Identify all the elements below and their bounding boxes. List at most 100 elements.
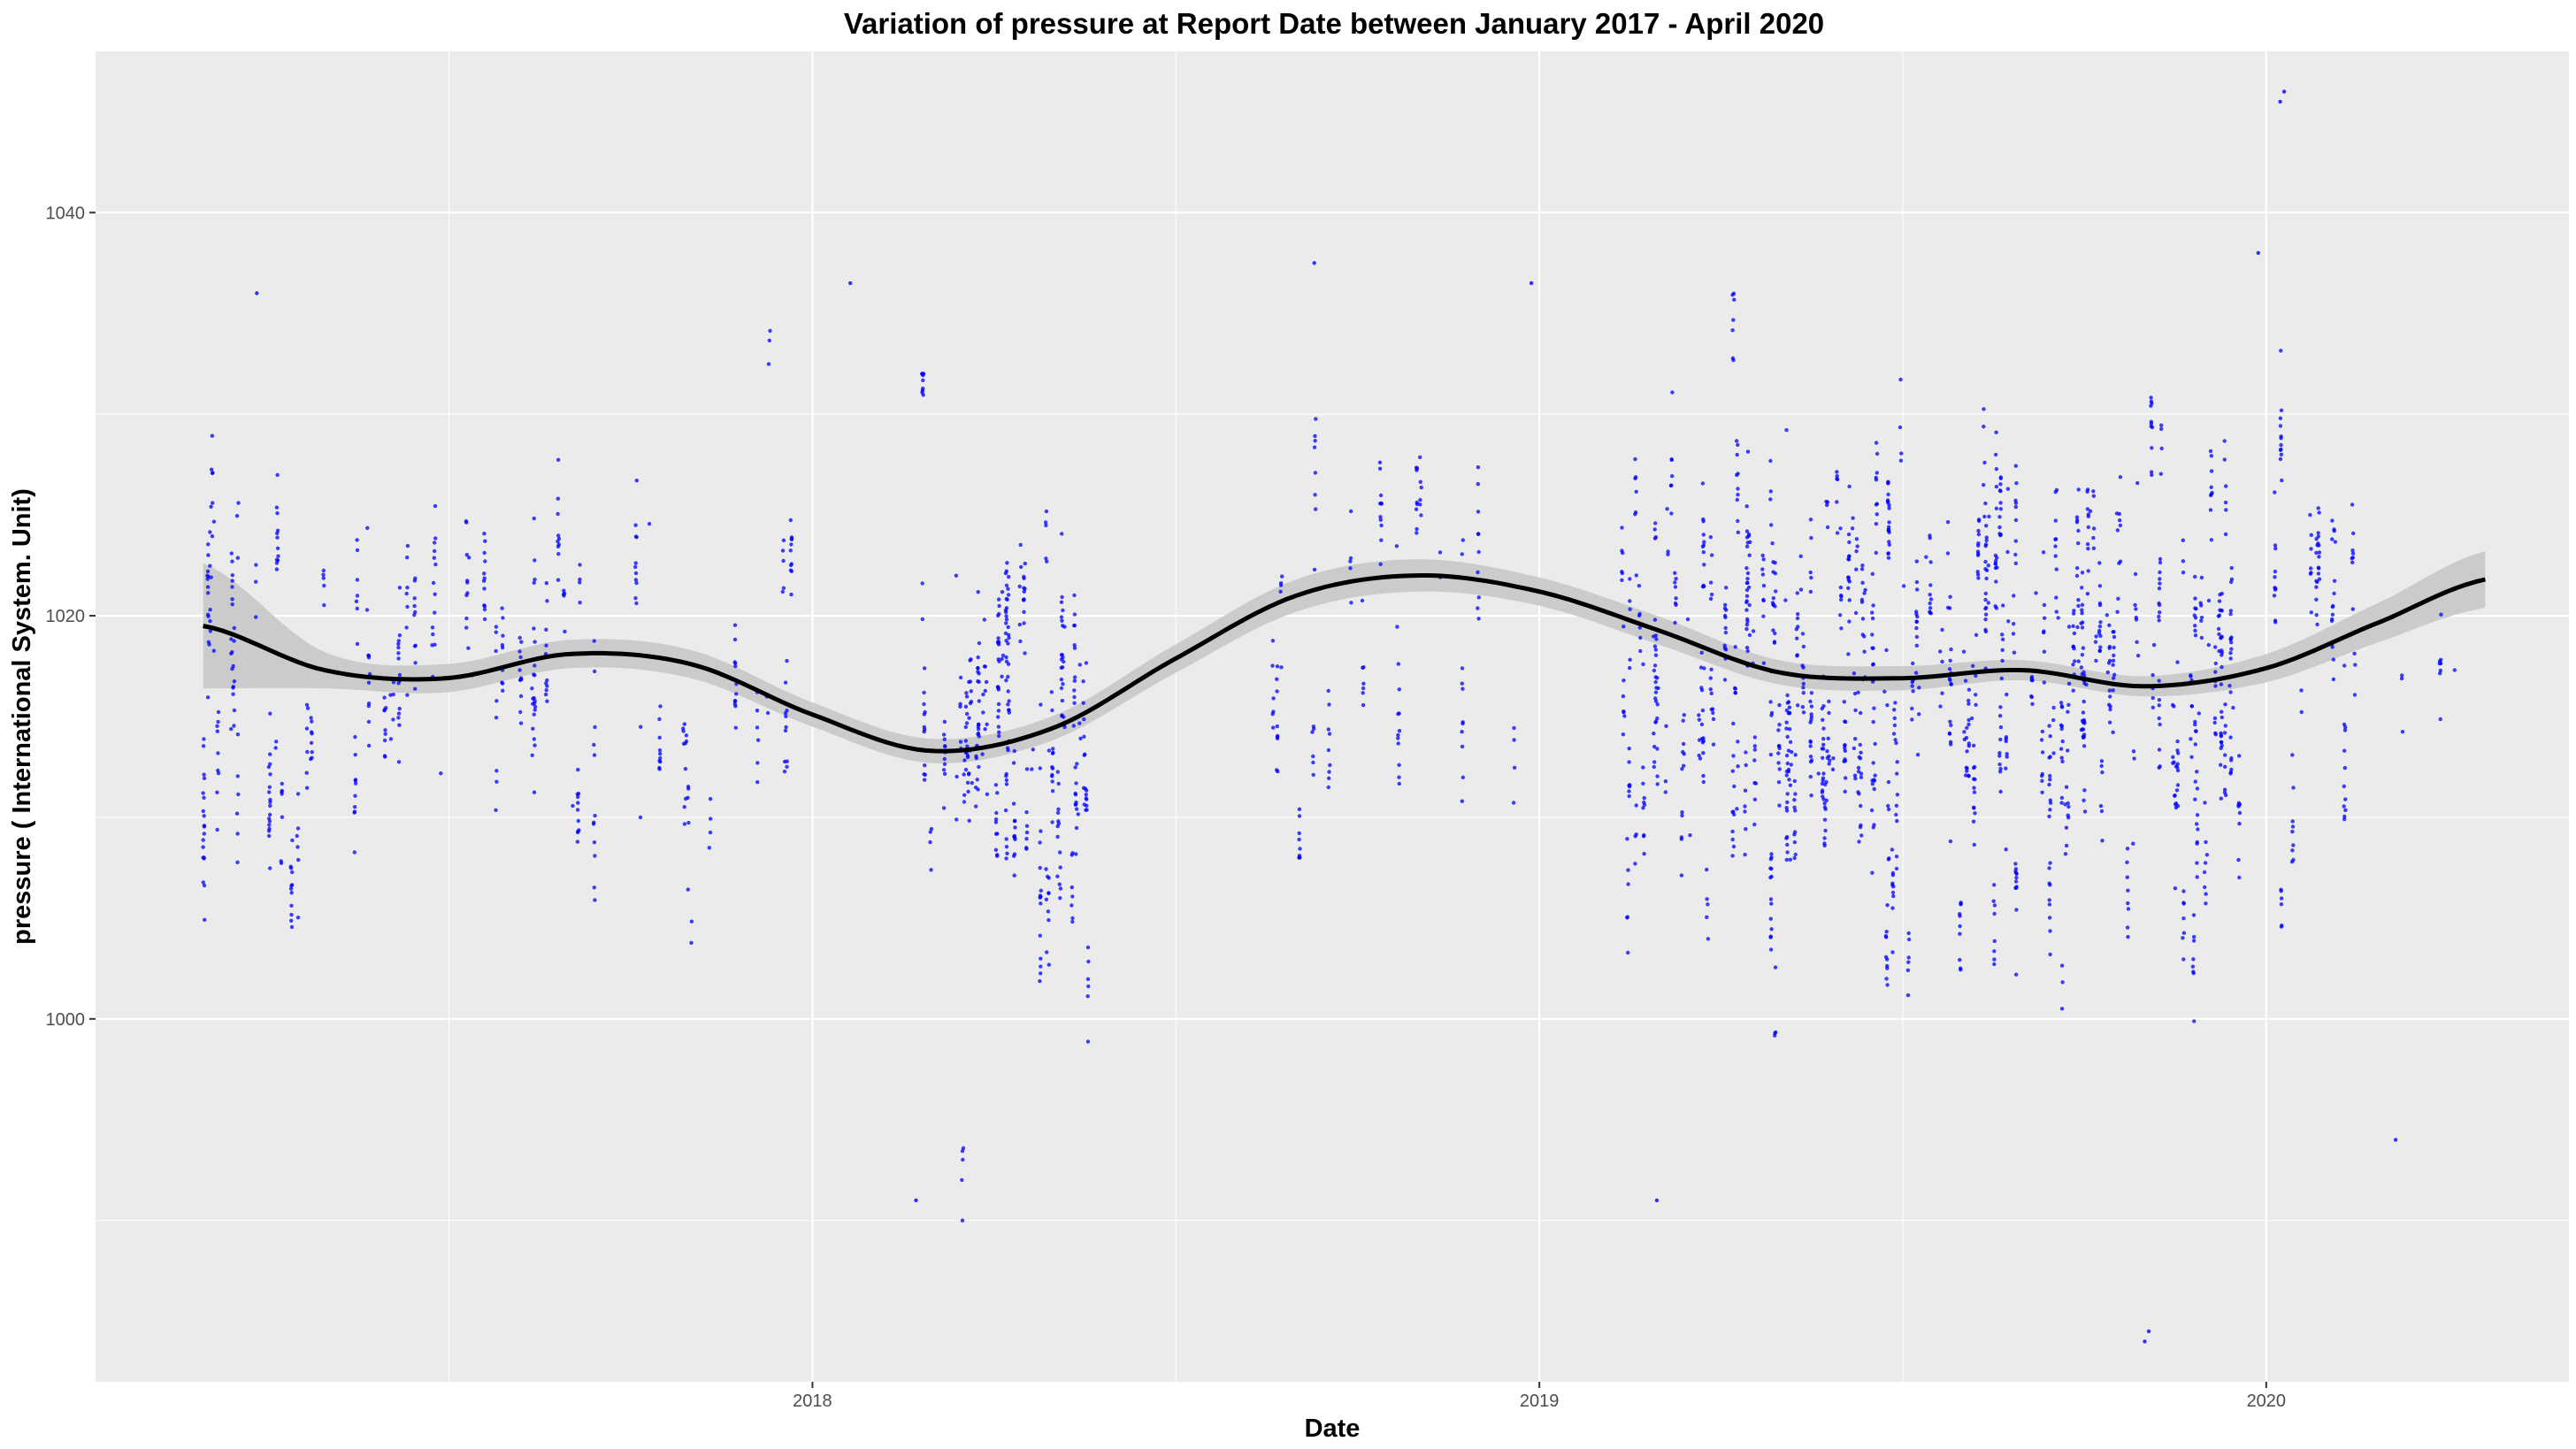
data-point	[1874, 550, 1878, 556]
data-point	[267, 833, 272, 839]
data-point	[1004, 569, 1009, 573]
data-point	[1906, 937, 1912, 942]
data-point	[1948, 658, 1952, 663]
data-point	[397, 586, 402, 590]
data-point	[1784, 773, 1790, 778]
data-point	[1004, 856, 1008, 861]
data-point	[1084, 661, 1089, 665]
data-point	[1076, 812, 1081, 816]
data-point	[1795, 636, 1799, 640]
data-point	[1821, 737, 1826, 741]
data-point	[1966, 722, 1971, 727]
data-point	[544, 581, 548, 586]
data-point	[1669, 483, 1674, 487]
data-point	[1890, 883, 1895, 887]
data-point	[2437, 661, 2442, 666]
data-point	[1012, 873, 1016, 878]
data-point	[1006, 625, 1010, 630]
data-point	[1839, 626, 1844, 631]
data-point	[1958, 957, 1962, 962]
data-point	[1702, 666, 1706, 671]
data-point	[1894, 866, 1899, 871]
data-point	[1072, 623, 1077, 628]
data-point	[2317, 510, 2321, 515]
data-point	[1795, 591, 1800, 595]
data-point	[1634, 573, 1639, 578]
data-point	[1801, 681, 1806, 686]
data-point	[2014, 481, 2019, 486]
data-point	[2107, 720, 2112, 724]
data-point	[1460, 744, 1465, 749]
x-axis: 2018 2019 2020	[793, 1382, 2286, 1411]
data-point	[545, 599, 549, 603]
data-point	[1998, 724, 2004, 730]
data-point	[2013, 561, 2018, 565]
data-point	[993, 783, 999, 787]
data-point	[1723, 625, 1728, 631]
data-point	[382, 738, 387, 743]
data-point	[1821, 778, 1825, 783]
data-point	[2342, 765, 2347, 770]
data-point	[2030, 678, 2035, 683]
data-point	[1768, 458, 1773, 464]
data-point	[236, 501, 241, 505]
data-point	[1004, 774, 1008, 778]
data-point	[2054, 567, 2058, 571]
data-point	[1021, 597, 1026, 602]
data-point	[2223, 500, 2228, 505]
data-point	[1784, 726, 1789, 731]
data-point	[683, 796, 688, 801]
data-point	[211, 471, 215, 475]
data-point	[977, 699, 982, 703]
data-point	[2150, 695, 2155, 701]
data-point	[1808, 570, 1813, 575]
data-point	[2193, 722, 2197, 727]
data-point	[1653, 696, 1658, 701]
data-point	[1842, 700, 1846, 704]
data-point	[1665, 507, 1669, 511]
data-point	[2279, 924, 2284, 929]
data-point	[230, 573, 234, 578]
data-point	[2085, 487, 2090, 492]
data-point	[2219, 740, 2224, 745]
data-point	[231, 692, 235, 696]
data-point	[962, 800, 967, 804]
data-point	[2076, 487, 2081, 492]
data-point	[2150, 705, 2155, 709]
data-point	[2059, 705, 2065, 709]
data-point	[2053, 518, 2058, 523]
data-point	[501, 633, 505, 638]
data-point	[2195, 822, 2199, 826]
data-point	[1838, 526, 1843, 531]
data-point	[1744, 750, 1748, 755]
data-point	[997, 730, 1001, 734]
data-point	[413, 661, 418, 665]
data-point	[1886, 480, 1890, 485]
data-point	[1859, 567, 1865, 571]
data-point	[1038, 893, 1043, 898]
data-point	[2047, 898, 2051, 902]
data-point	[2051, 705, 2056, 710]
data-point	[1859, 775, 1864, 779]
data-point	[681, 726, 686, 731]
data-point	[638, 815, 643, 820]
data-point	[1855, 544, 1859, 548]
data-point	[1910, 717, 1914, 722]
data-point	[544, 643, 548, 648]
data-point	[592, 639, 596, 643]
data-point	[2315, 579, 2319, 585]
data-point	[1773, 571, 1778, 576]
data-point	[707, 846, 711, 850]
data-point	[1874, 451, 1880, 456]
data-point	[1743, 852, 1747, 857]
data-point	[1761, 614, 1766, 618]
data-point	[310, 750, 314, 755]
data-point	[1745, 577, 1750, 581]
data-point	[482, 550, 487, 556]
data-point	[1031, 748, 1036, 752]
data-point	[633, 534, 639, 539]
data-point	[2199, 618, 2204, 623]
data-point	[2040, 773, 2044, 778]
data-point	[531, 726, 535, 731]
data-point	[1017, 584, 1022, 589]
